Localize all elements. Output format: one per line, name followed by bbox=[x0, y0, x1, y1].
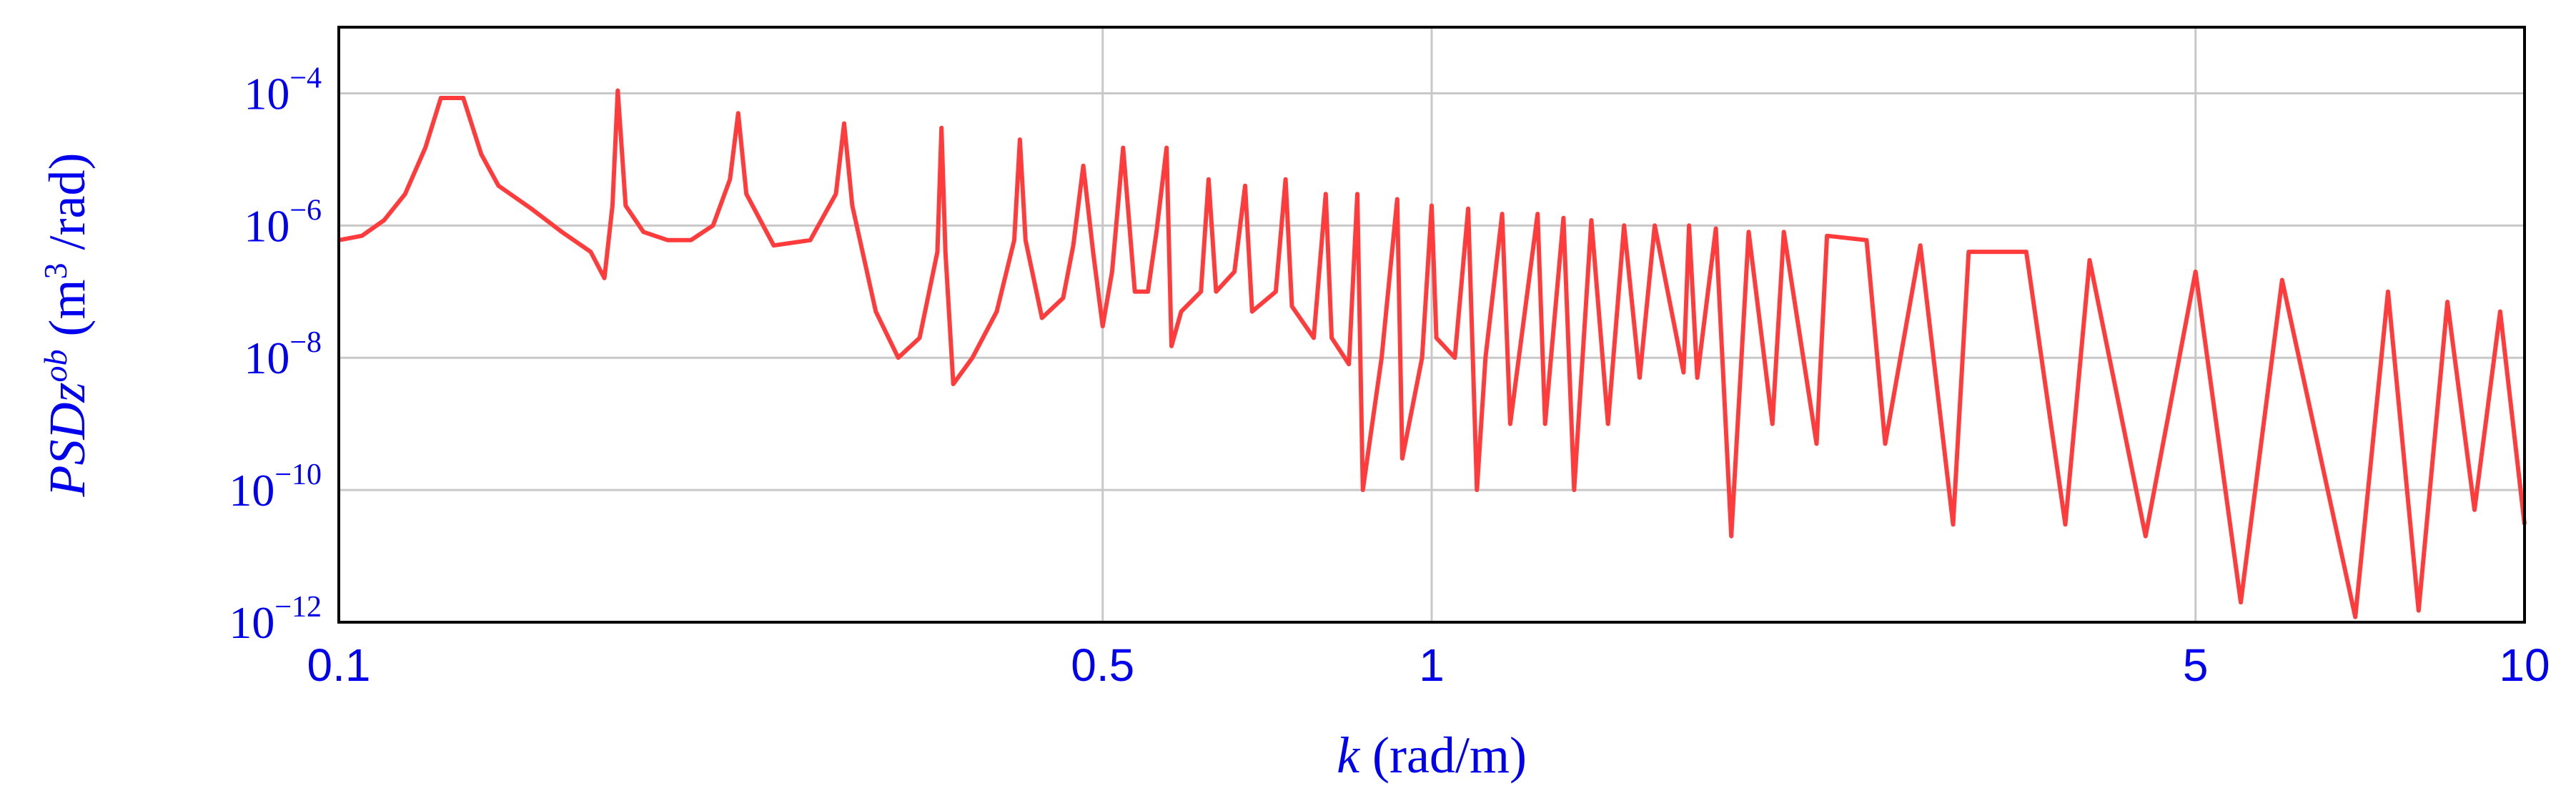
y-tick-label: 10−12 bbox=[229, 591, 322, 648]
y-axis-unit-exp: 3 bbox=[37, 262, 74, 279]
y-tick-label: 10−6 bbox=[244, 194, 322, 251]
x-tick-label: 1 bbox=[1419, 639, 1445, 691]
series-layer bbox=[338, 88, 2527, 619]
y-axis-unit-close: /rad) bbox=[39, 153, 96, 263]
x-tick-labels: 0.1 0.5 1 5 10 bbox=[307, 639, 2550, 691]
y-tick-label: 10−10 bbox=[229, 458, 322, 516]
y-axis-symbol: PSDz bbox=[39, 382, 96, 497]
y-axis-unit-open: (m bbox=[39, 279, 96, 349]
x-tick-label: 5 bbox=[2183, 639, 2209, 691]
y-axis-title: PSDzob (m3 /rad) bbox=[37, 153, 96, 498]
plot-frame bbox=[337, 26, 2526, 624]
x-axis-unit: (rad/m) bbox=[1359, 727, 1527, 784]
grid-lines bbox=[339, 27, 2525, 624]
y-axis-superscript: ob bbox=[37, 349, 74, 382]
x-axis-symbol: k bbox=[1337, 727, 1361, 784]
x-tick-label: 0.1 bbox=[307, 639, 371, 691]
x-tick-label: 10 bbox=[2499, 639, 2550, 691]
y-tick-label: 10−8 bbox=[244, 326, 322, 383]
psd-series-line bbox=[338, 88, 2527, 619]
y-tick-label: 10−4 bbox=[244, 62, 322, 119]
x-tick-label: 0.5 bbox=[1071, 639, 1134, 691]
x-axis-title: k (rad/m) bbox=[1337, 727, 1527, 784]
y-tick-labels: 10−12 10−10 10−8 10−6 10−4 bbox=[229, 62, 322, 648]
